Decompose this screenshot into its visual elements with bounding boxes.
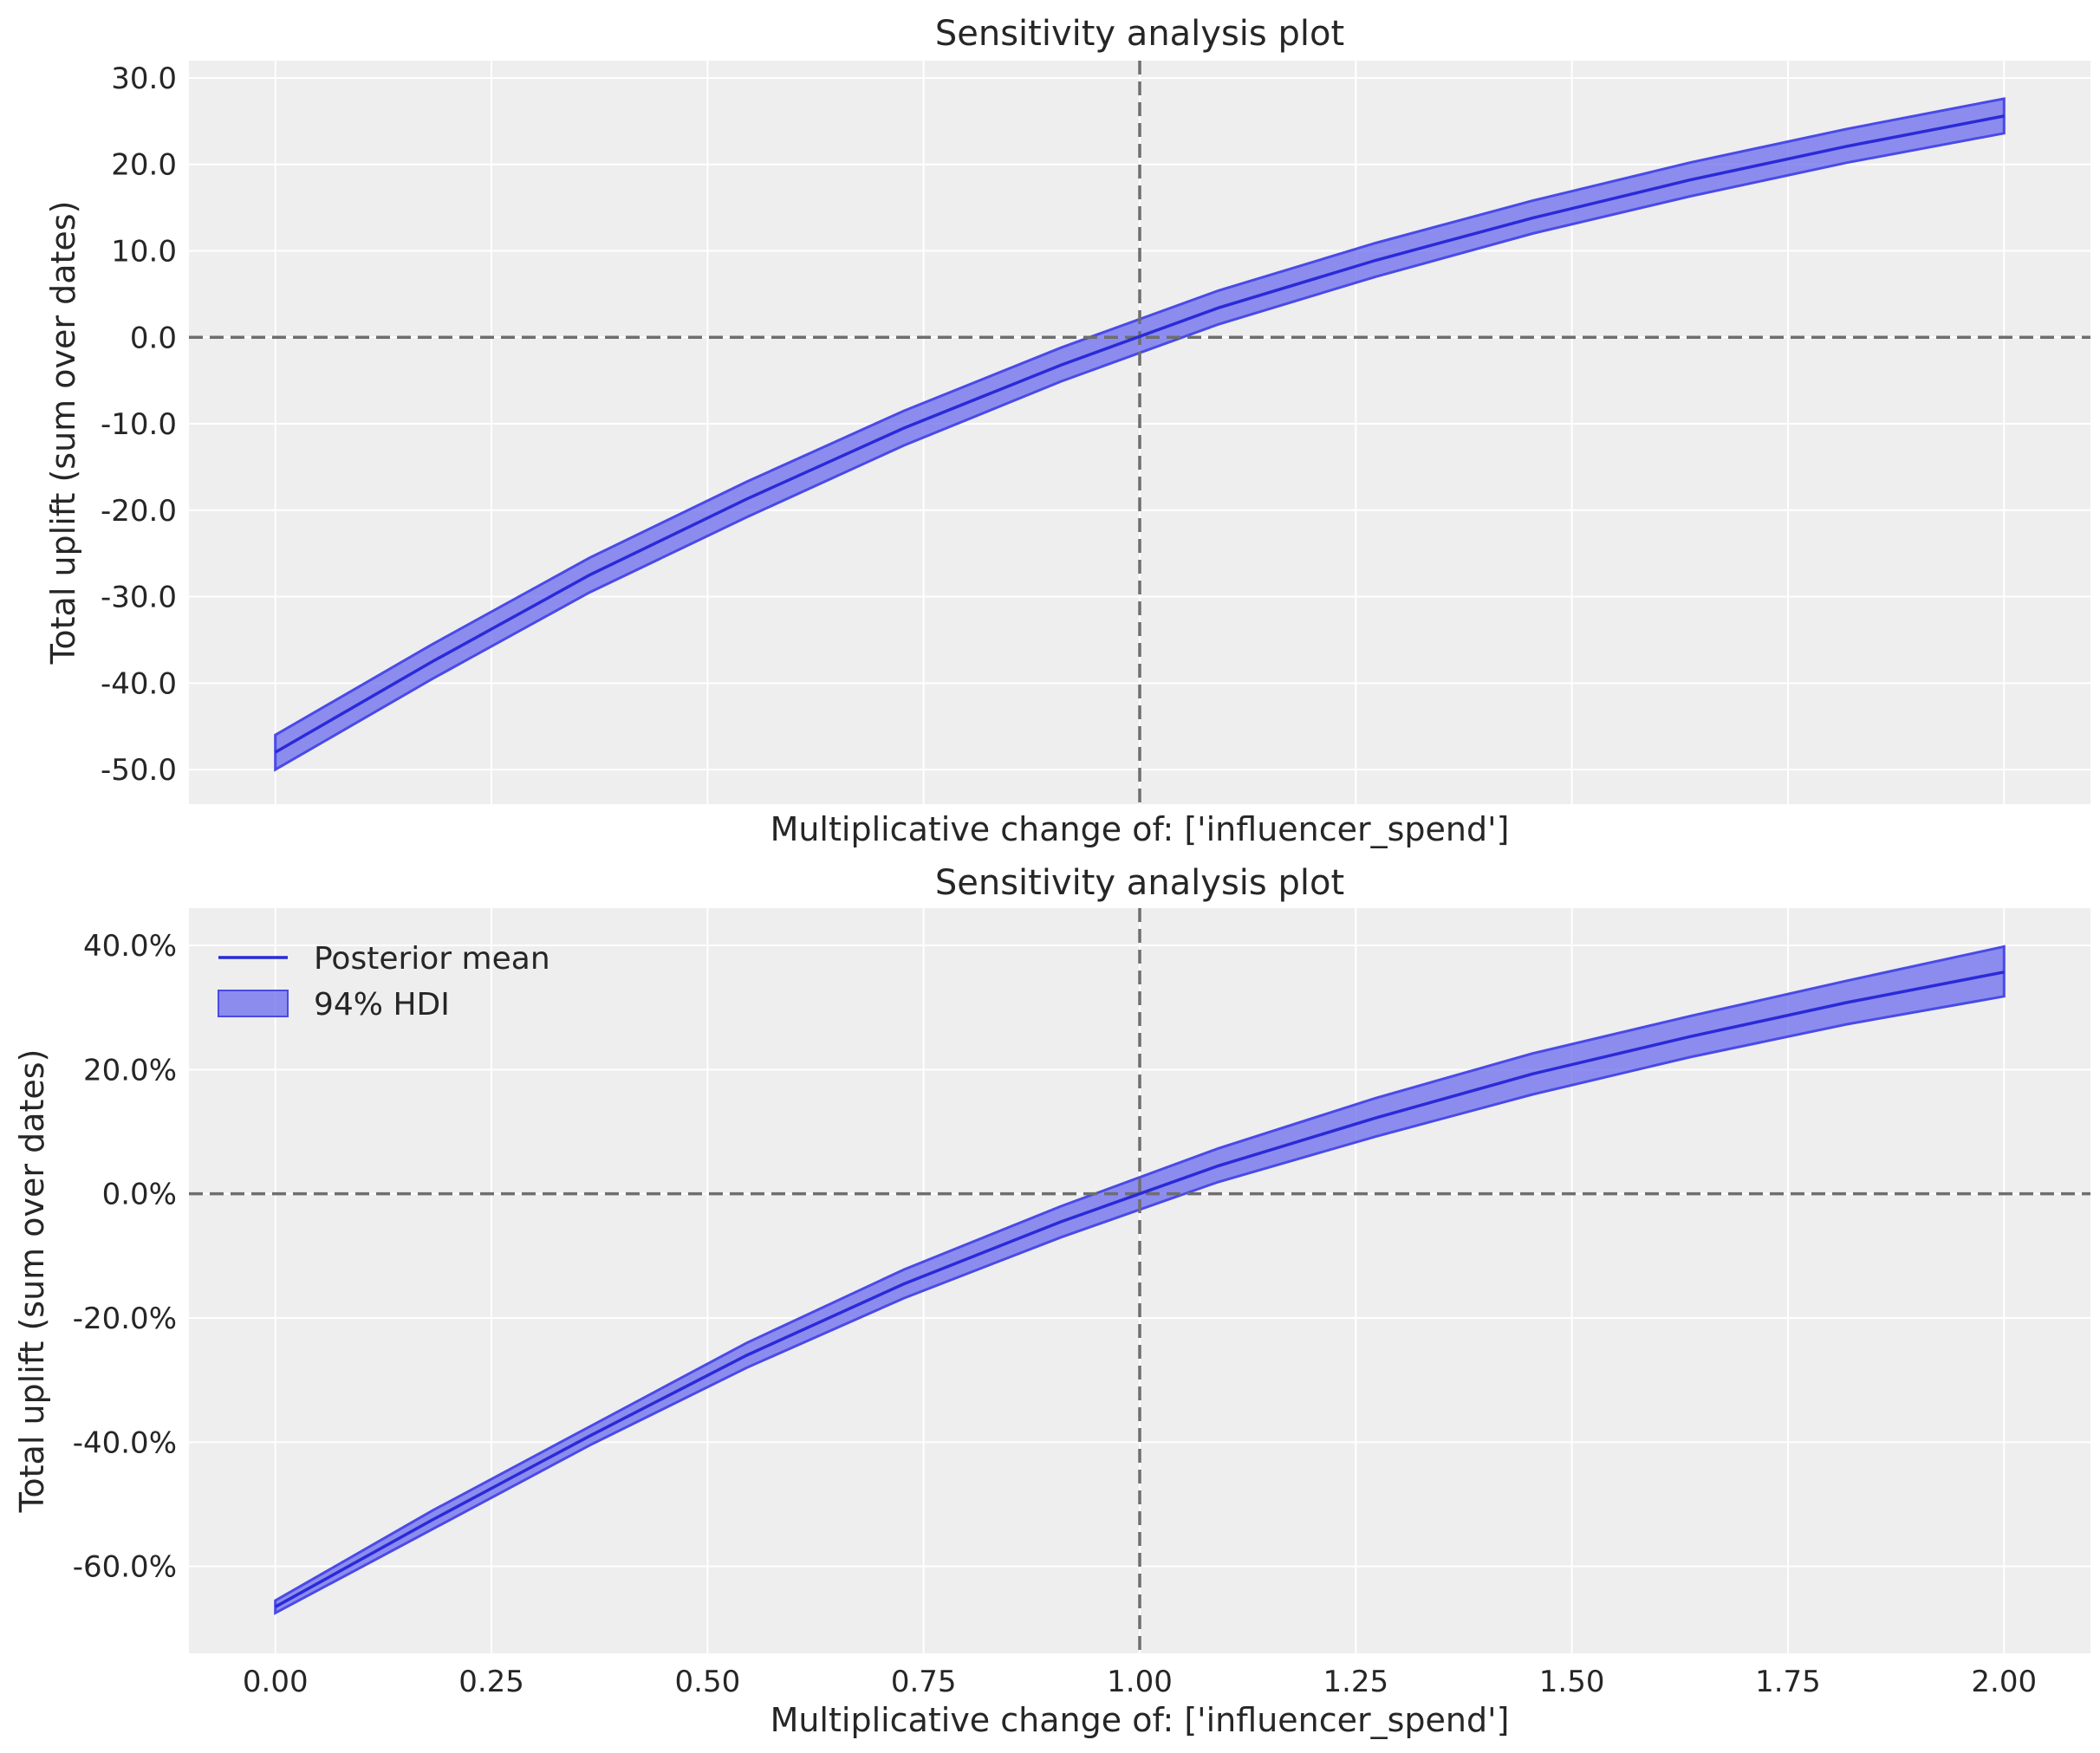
legend-entry-posterior-mean: Posterior mean: [314, 941, 550, 977]
x-tick-label: 1.25: [1323, 1665, 1388, 1699]
posterior-mean-line: [274, 114, 2005, 754]
chart-panel-2: -60.0% -40.0% -20.0% 0.0% 20.0% 40.0% 0.00 0.25…: [13, 863, 2090, 1739]
legend-band-swatch: [218, 990, 289, 1017]
y-axis-label: Total uplift (sum over dates): [44, 201, 82, 665]
chart-title: Sensitivity analysis plot: [935, 14, 1344, 54]
x-axis-label: Multiplicative change of: ['influencer_s…: [770, 810, 1510, 848]
y-tick-label: -40.0: [101, 666, 177, 701]
x-tick-label: 0.00: [243, 1665, 309, 1699]
hdi-band: [274, 945, 2006, 1615]
x-tick-label: 2.00: [1971, 1665, 2037, 1699]
y-tick-label: 10.0: [111, 234, 177, 269]
x-tick-label: 0.50: [675, 1665, 741, 1699]
y-tick-label: -60.0%: [73, 1550, 177, 1585]
chart-panel-1: -50.0 -40.0 -30.0 -20.0 -10.0 0.0 10.0 20.0 30.0…: [44, 14, 2090, 848]
x-tick-label: 1.00: [1107, 1665, 1173, 1699]
x-tick-label: 1.75: [1755, 1665, 1821, 1699]
x-axis-label: Multiplicative change of: ['influencer_s…: [770, 1701, 1510, 1739]
y-axis-label: Total uplift (sum over dates): [13, 1049, 51, 1514]
y-tick-label: 20.0%: [83, 1053, 177, 1088]
x-tick-label: 0.25: [458, 1665, 524, 1699]
y-tick-label: 40.0%: [83, 929, 177, 964]
chart-title: Sensitivity analysis plot: [935, 863, 1344, 903]
y-tick-label: 0.0%: [102, 1178, 177, 1212]
legend-entry-hdi: 94% HDI: [314, 987, 450, 1023]
y-tick-label: -40.0%: [73, 1425, 177, 1460]
hdi-band: [274, 97, 2006, 772]
y-tick-label: -20.0: [101, 494, 177, 529]
y-tick-label: -50.0: [101, 753, 177, 788]
y-tick-label: -30.0: [101, 581, 177, 615]
y-tick-label: 20.0: [111, 148, 177, 183]
legend: Posterior mean 94% HDI: [218, 941, 550, 1023]
x-tick-label: 1.50: [1539, 1665, 1605, 1699]
y-tick-label: 0.0: [130, 321, 177, 355]
posterior-mean-line: [274, 971, 2005, 1608]
y-tick-label: -10.0: [101, 407, 177, 442]
y-tick-label: 30.0: [111, 62, 177, 96]
x-tick-label: 0.75: [891, 1665, 957, 1699]
y-tick-label: -20.0%: [73, 1302, 177, 1336]
